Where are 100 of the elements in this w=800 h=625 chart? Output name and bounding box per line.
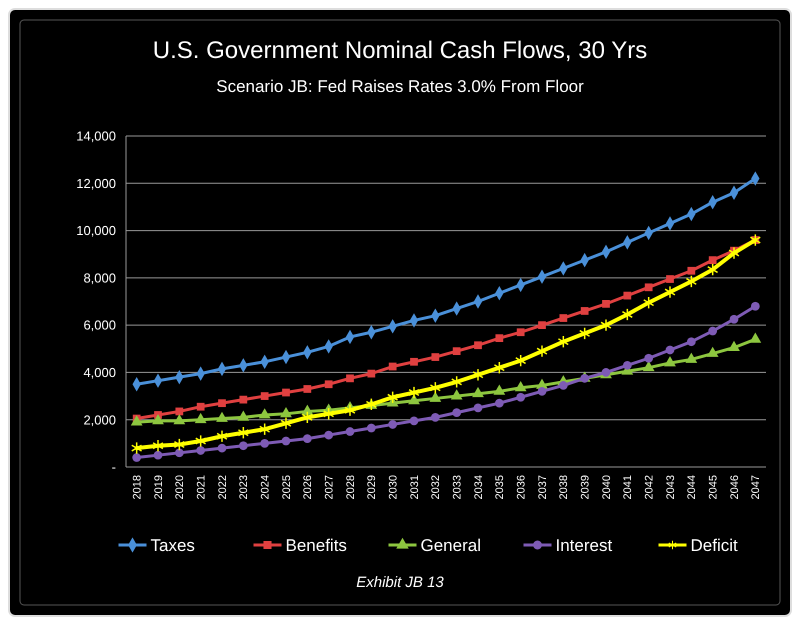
- point: [410, 416, 418, 426]
- point: [239, 396, 248, 404]
- point: [238, 441, 248, 450]
- point: [686, 337, 696, 346]
- x-tick-label: 2036: [516, 475, 528, 500]
- x-tick-label: 2042: [644, 475, 656, 500]
- point: [324, 380, 333, 388]
- y-tick-label: 2,000: [83, 412, 116, 428]
- point: [430, 381, 441, 394]
- legend-label: Deficit: [690, 536, 738, 555]
- point: [514, 381, 527, 392]
- point: [324, 430, 334, 440]
- y-tick-label: 6,000: [83, 318, 116, 333]
- point: [216, 430, 228, 443]
- point: [280, 407, 292, 418]
- point: [302, 410, 313, 424]
- point: [730, 314, 738, 324]
- point: [622, 308, 633, 321]
- point: [622, 360, 632, 370]
- point: [708, 256, 717, 264]
- point: [515, 354, 526, 368]
- point: [474, 404, 482, 412]
- x-tick-label: 2046: [728, 475, 741, 500]
- point: [643, 296, 654, 310]
- x-tick-label: 2037: [536, 475, 549, 500]
- point: [452, 408, 462, 417]
- legend-label: General: [420, 536, 481, 555]
- point: [687, 266, 696, 275]
- x-tick-label: 2038: [558, 475, 570, 500]
- point: [367, 370, 376, 378]
- point: [686, 274, 697, 288]
- x-tick-label: 2026: [302, 475, 314, 500]
- point: [259, 422, 270, 436]
- point: [154, 450, 162, 460]
- point: [174, 448, 184, 458]
- point: [472, 368, 484, 382]
- y-tick-label: 10,000: [76, 223, 116, 238]
- point: [474, 341, 482, 350]
- x-tick-label: 2031: [408, 475, 421, 500]
- point: [538, 386, 546, 396]
- point: [238, 426, 249, 440]
- point: [346, 374, 354, 382]
- x-tick-label: 2030: [388, 475, 400, 500]
- point: [430, 412, 440, 422]
- x-tick-label: 2029: [366, 475, 378, 500]
- legend-label: Benefits: [286, 536, 347, 555]
- point: [558, 381, 568, 390]
- point: [303, 385, 312, 393]
- x-tick-label: 2025: [280, 475, 293, 500]
- point: [494, 361, 505, 374]
- legend-label: Interest: [556, 536, 612, 555]
- point: [707, 263, 718, 276]
- x-tick-label: 2032: [430, 475, 442, 500]
- point: [580, 307, 589, 315]
- point: [602, 300, 610, 308]
- y-tick-label: 4,000: [83, 364, 116, 380]
- y-tick-label: 14,000: [76, 128, 116, 144]
- point: [218, 444, 226, 452]
- x-tick-label: 2044: [686, 475, 698, 500]
- point: [750, 234, 761, 246]
- point: [644, 354, 654, 363]
- chart-subtitle: Scenario JB: Fed Raises Rates 3.0% From Floor: [216, 77, 584, 96]
- point: [218, 399, 226, 408]
- point: [260, 438, 270, 448]
- point: [323, 407, 334, 420]
- point: [387, 390, 398, 404]
- chart-title: U.S. Government Nominal Cash Flows, 30 Yrs: [152, 37, 648, 64]
- x-tick-label: 2047: [750, 475, 762, 500]
- point: [495, 334, 504, 342]
- point: [282, 436, 290, 446]
- x-tick-label: 2027: [324, 475, 336, 500]
- point: [388, 420, 398, 429]
- y-tick-label: -: [112, 460, 116, 475]
- x-tick-label: 2041: [622, 475, 634, 500]
- point: [558, 335, 569, 348]
- x-tick-label: 2034: [472, 475, 485, 500]
- point: [431, 353, 440, 361]
- point: [408, 386, 420, 399]
- point: [708, 326, 718, 336]
- point: [538, 321, 546, 330]
- x-tick-label: 2024: [260, 475, 272, 500]
- point: [536, 344, 548, 358]
- point: [131, 442, 142, 454]
- point: [516, 328, 525, 336]
- x-tick-label: 2023: [238, 475, 250, 500]
- point: [494, 398, 504, 408]
- point: [196, 402, 205, 411]
- point: [195, 434, 206, 448]
- x-tick-label: 2043: [664, 475, 677, 500]
- point: [260, 392, 269, 400]
- point: [152, 439, 164, 452]
- point: [559, 314, 568, 322]
- point: [132, 453, 142, 462]
- point: [302, 434, 312, 443]
- point: [623, 292, 632, 300]
- x-tick-label: 2035: [494, 475, 506, 500]
- x-tick-label: 2019: [152, 475, 165, 500]
- legend-label: Taxes: [150, 536, 195, 555]
- x-tick-label: 2020: [174, 475, 186, 500]
- point: [366, 424, 376, 432]
